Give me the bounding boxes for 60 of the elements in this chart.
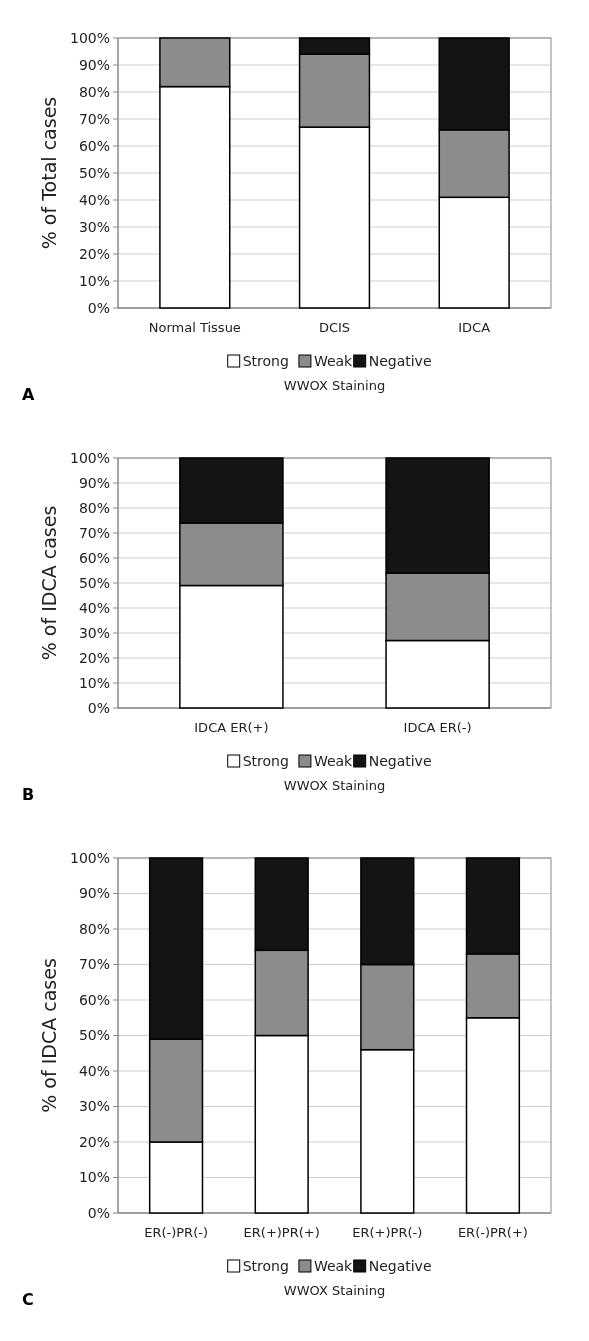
x-tick-label: IDCA ER(+) [194,720,269,735]
y-tick-label: 50% [78,1027,110,1044]
y-tick-label: 70% [78,110,110,127]
y-tick-label: 100% [69,849,110,866]
text: C [22,1290,34,1309]
legend-label: Negative [368,1258,432,1274]
y-tick-label: 0% [87,1204,110,1221]
y-tick-label: 0% [87,699,110,716]
x-tick-label: ER(-)PR(+) [457,1225,528,1240]
y-tick-label: 60% [78,549,110,566]
y-tick-label: 70% [78,956,110,973]
x-tick-label: IDCA ER(-) [403,720,472,735]
y-tick-label: 40% [78,191,110,208]
legend-label: Strong [242,353,289,369]
x-tick-label: IDCA [458,320,491,335]
y-tick-label: 0% [87,299,110,316]
y-tick-label: 90% [78,474,110,491]
y-tick-label: 30% [78,1098,110,1115]
legend-label: Weak [313,1258,354,1274]
y-tick-label: 40% [78,1062,110,1079]
x-axis-title: WWOX Staining [283,1283,386,1298]
y-axis-title: % of IDCA cases [38,505,60,661]
y-tick-label: 10% [78,272,110,289]
legend-label: Weak [313,753,354,769]
legend-label: Negative [368,753,432,769]
y-tick-label: 20% [78,245,110,262]
text: A [22,385,35,404]
y-tick-label: 100% [69,449,110,466]
y-tick-label: 40% [78,599,110,616]
y-tick-label: 60% [78,991,110,1008]
x-tick-label: Normal Tissue [148,320,241,335]
legend-label: Strong [242,1258,289,1274]
x-axis-title: WWOX Staining [283,378,386,393]
legend-label: Weak [313,353,354,369]
x-axis-title: WWOX Staining [283,778,386,793]
y-axis-title: % of IDCA cases [38,958,60,1113]
y-tick-label: 20% [78,1133,110,1150]
x-tick-label: ER(-)PR(-) [144,1225,208,1240]
legend-label: Strong [242,753,289,769]
y-tick-label: 20% [78,649,110,666]
y-tick-label: 30% [78,218,110,235]
y-tick-label: 70% [78,524,110,541]
y-tick-label: 50% [78,574,110,591]
y-tick-label: 90% [78,56,110,73]
y-tick-label: 10% [78,674,110,691]
legend-label: Negative [368,353,432,369]
y-tick-label: 30% [78,624,110,641]
x-tick-label: ER(+)PR(-) [352,1225,423,1240]
text: B [22,785,35,804]
y-axis-title: % of Total cases [38,96,60,250]
y-tick-label: 10% [78,1169,110,1186]
y-tick-label: 60% [78,137,110,154]
y-tick-label: 80% [78,920,110,937]
y-tick-label: 80% [78,499,110,516]
y-tick-label: 100% [69,29,110,46]
y-tick-label: 90% [78,885,110,902]
x-tick-label: DCIS [318,320,351,335]
y-tick-label: 80% [78,83,110,100]
x-tick-label: ER(+)PR(+) [243,1225,320,1240]
y-tick-label: 50% [78,164,110,181]
